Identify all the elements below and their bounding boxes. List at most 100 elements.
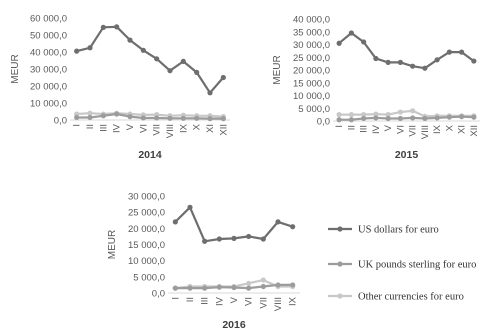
data-point-gbp [154, 115, 160, 121]
data-point-gbp [167, 115, 173, 121]
data-point-other [348, 112, 354, 118]
data-point-gbp [385, 115, 391, 122]
data-point-other [361, 112, 367, 118]
data-point-usd [348, 30, 354, 36]
data-point-usd [180, 58, 186, 64]
data-point-usd [397, 59, 403, 65]
y-axis-label: MEUR [107, 230, 118, 259]
data-point-gbp [260, 283, 266, 290]
data-point-gbp [220, 116, 226, 122]
data-point-gbp [446, 114, 452, 120]
y-tick-label: 25 000,0 [128, 208, 165, 219]
data-point-gbp [397, 115, 403, 122]
data-point-usd [114, 24, 120, 30]
x-tick-label: VIII [273, 297, 284, 311]
chart-title: 2016 [222, 319, 246, 331]
data-point-usd [336, 40, 342, 46]
y-tick-label: 35 000,0 [293, 27, 330, 38]
y-tick-label: 0,0 [54, 116, 67, 127]
x-tick-label: I [334, 125, 345, 128]
data-point-usd [154, 56, 160, 62]
x-tick-label: V [383, 124, 394, 131]
data-point-usd [87, 45, 93, 51]
legend-label-usd: US dollars for euro [358, 225, 439, 236]
data-point-other [87, 110, 93, 116]
x-tick-label: XII [469, 125, 480, 137]
y-tick-label: 20 000,0 [293, 66, 330, 77]
data-point-gbp [410, 115, 416, 121]
x-tick-label: IX [288, 296, 299, 306]
x-tick-label: II [346, 125, 357, 130]
x-tick-label: VII [258, 297, 269, 309]
y-tick-label: 15 000,0 [128, 240, 165, 251]
y-tick-label: 0,0 [152, 289, 165, 300]
data-point-gbp [194, 115, 200, 121]
x-tick-label: III [200, 297, 211, 305]
x-tick-label: II [85, 124, 96, 129]
y-tick-label: 30 000,0 [30, 65, 67, 76]
y-tick-label: 20 000,0 [128, 224, 165, 235]
data-point-usd [216, 236, 222, 242]
legend-marker-gbp [337, 261, 343, 267]
data-point-usd [422, 65, 428, 71]
data-point-usd [385, 59, 391, 65]
data-point-gbp [246, 285, 252, 291]
data-point-gbp [290, 282, 296, 288]
data-point-gbp [74, 114, 80, 121]
data-point-gbp [275, 282, 281, 288]
x-tick-label: VIII [165, 124, 176, 138]
legend: US dollars for euro UK pounds sterling fo… [328, 225, 476, 303]
data-point-other [410, 108, 416, 114]
x-tick-label: V [125, 123, 136, 130]
x-tick-label: II [185, 297, 196, 302]
data-point-gbp [373, 115, 379, 121]
chart-title: 2014 [138, 149, 162, 161]
data-point-gbp [172, 285, 178, 291]
y-tick-label: 15 000,0 [293, 78, 330, 89]
x-tick-label: VI [244, 297, 255, 306]
data-point-usd [361, 39, 367, 45]
y-tick-label: 40 000,0 [293, 15, 330, 26]
data-point-usd [74, 48, 80, 54]
y-tick-label: 5 000,0 [133, 272, 165, 283]
data-point-usd [260, 236, 266, 242]
y-tick-label: 10 000,0 [30, 99, 67, 110]
data-point-other [385, 112, 391, 118]
x-tick-label: III [98, 124, 109, 132]
x-tick-label: X [192, 123, 203, 130]
y-tick-label: 20 000,0 [30, 82, 67, 93]
data-point-gbp [471, 114, 477, 120]
data-point-usd [459, 49, 465, 55]
data-point-gbp [180, 115, 186, 121]
y-tick-label: 40 000,0 [30, 48, 67, 59]
x-tick-label: X [444, 124, 455, 131]
data-point-usd [100, 24, 106, 30]
data-point-other [397, 109, 403, 115]
data-point-usd [471, 58, 477, 64]
x-tick-label: IV [214, 296, 225, 306]
chart-2015: 0,0 5 000,0 10 000,0 15 000,020 000,0 25 000… [272, 15, 480, 161]
data-point-usd [187, 204, 193, 210]
data-point-gbp [348, 117, 354, 123]
data-point-gbp [361, 115, 367, 122]
data-point-gbp [140, 115, 146, 121]
y-tick-label: 60 000,0 [30, 14, 67, 25]
data-point-gbp [216, 284, 222, 290]
series-line-gbp [339, 115, 474, 121]
x-tick-label: VII [152, 124, 163, 136]
legend-marker-usd [337, 226, 343, 232]
data-point-gbp [202, 285, 208, 291]
data-point-other [336, 112, 342, 118]
x-tick-label: I [170, 297, 181, 300]
data-point-usd [373, 55, 379, 62]
data-point-usd [167, 68, 173, 74]
x-tick-label: XI [457, 125, 468, 134]
y-tick-label: 25 000,0 [293, 53, 330, 64]
data-point-gbp [127, 114, 133, 120]
data-point-other [373, 111, 379, 117]
data-point-usd [220, 74, 226, 81]
x-tick-label: III [359, 125, 370, 133]
x-tick-label: IX [178, 123, 189, 133]
